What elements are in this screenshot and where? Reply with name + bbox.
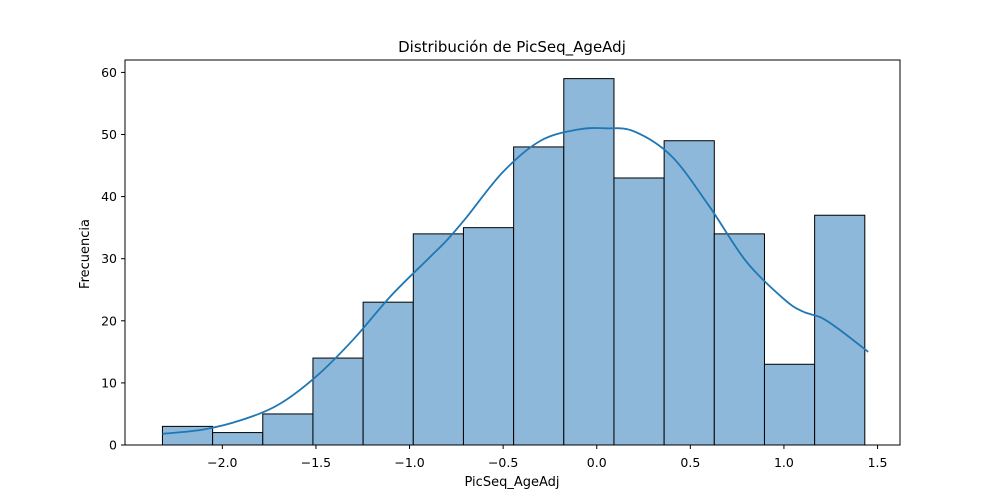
histogram-bar xyxy=(763,363,816,446)
histogram-bar xyxy=(362,301,414,446)
y-tick-label: 0 xyxy=(109,438,117,453)
x-tick-label: −0.5 xyxy=(488,455,518,470)
histogram-bar xyxy=(462,227,515,446)
histogram-bar xyxy=(412,233,464,446)
y-tick-label: 50 xyxy=(101,127,117,142)
histogram-bar xyxy=(212,432,264,446)
x-tick-label: 1.0 xyxy=(774,455,794,470)
histogram-bar xyxy=(312,357,364,446)
x-tick-label: −1.0 xyxy=(394,455,424,470)
x-axis-ticks: −2.0 −1.5 −1.0 −0.5 0.0 0.5 1.0 1.5 xyxy=(207,445,887,470)
y-axis-label: Frecuencia xyxy=(78,219,93,289)
kde-curve xyxy=(162,127,869,435)
x-tick-label: 0.0 xyxy=(587,455,607,470)
x-axis-label: PicSeq_AgeAdj xyxy=(465,475,560,490)
y-axis-ticks: 0 10 20 30 40 50 60 xyxy=(101,65,125,453)
y-tick-label: 10 xyxy=(101,375,117,390)
histogram-bar xyxy=(713,233,765,446)
bars-group xyxy=(161,78,866,446)
x-tick-label: −2.0 xyxy=(207,455,237,470)
chart-title: Distribución de PicSeq_AgeAdj xyxy=(398,38,626,57)
y-tick-label: 60 xyxy=(101,65,117,80)
histogram-bar xyxy=(563,78,615,446)
histogram-bar xyxy=(513,146,565,446)
x-tick-label: −1.5 xyxy=(301,455,331,470)
histogram-bar xyxy=(663,140,715,446)
x-tick-label: 1.5 xyxy=(868,455,888,470)
plot-area-frame xyxy=(124,59,901,446)
histogram-bar xyxy=(262,413,314,446)
y-tick-label: 30 xyxy=(101,251,117,266)
y-tick-label: 20 xyxy=(101,313,117,328)
histogram-bar xyxy=(613,177,665,446)
x-tick-label: 0.5 xyxy=(680,455,700,470)
y-tick-label: 40 xyxy=(101,189,117,204)
